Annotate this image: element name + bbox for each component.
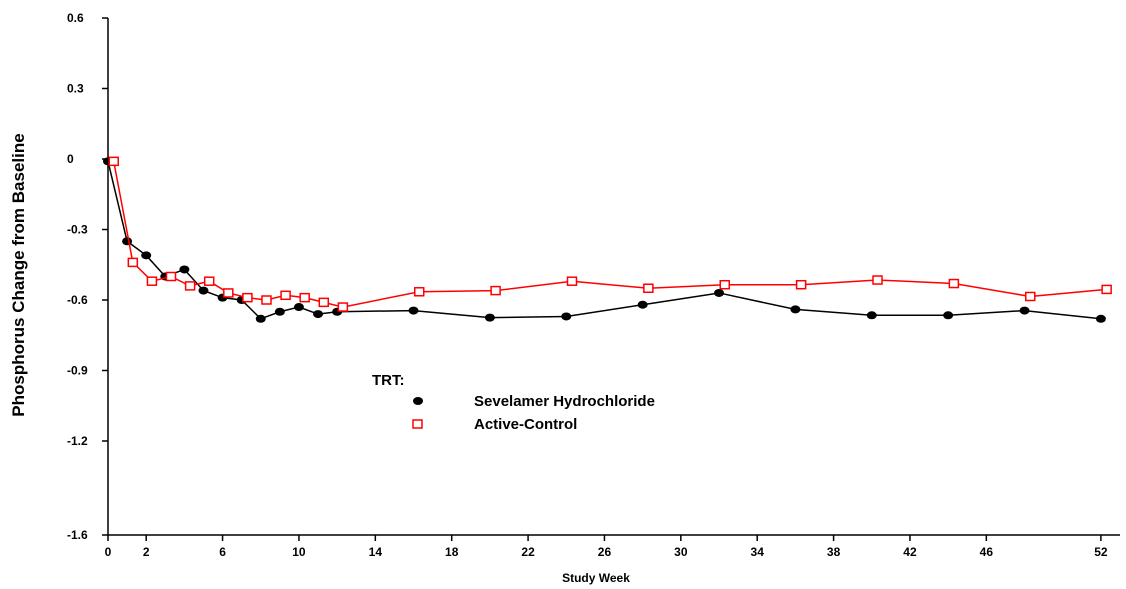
data-point [866,311,877,320]
x-tick-label: 14 [369,545,383,559]
data-point [795,279,807,290]
y-tick-label: 0.3 [67,82,84,96]
data-point [943,311,954,320]
x-tick-label: 2 [143,545,150,559]
data-point [198,286,209,295]
data-point [337,302,349,312]
series-line [107,161,1101,320]
data-point [318,297,330,308]
data-point [203,276,215,286]
data-point [184,281,196,291]
y-axis-ticks: 0.6 0.3 0 -0.3 -0.6 -0.9 -1.2 -1.6 [67,11,108,542]
y-tick-label: -1.2 [67,434,88,448]
data-point [1025,291,1036,302]
y-tick-label: 0 [67,152,74,166]
x-tick-label: 52 [1094,545,1108,559]
series-active-control [108,156,1112,312]
data-point [255,314,266,323]
data-point [714,288,725,297]
legend-label-active-control: Active-Control [474,416,577,433]
data-point [719,279,730,290]
x-axis-ticks: 0 2 6 10 14 18 22 26 30 34 38 42 46 52 [105,535,1108,559]
series-layer [103,156,1112,323]
data-point [484,313,495,322]
x-tick-label: 22 [521,545,535,559]
x-tick-label: 38 [827,545,841,559]
y-tick-label: -0.9 [67,364,88,378]
x-tick-label: 18 [445,545,459,559]
legend-label-sevelamer: Sevelamer Hydrochloride [474,393,655,410]
data-point [561,312,572,321]
data-point [1095,314,1106,323]
data-point [146,276,158,286]
data-point [122,237,133,246]
data-point [790,305,801,314]
data-point [313,310,324,319]
data-point [261,295,272,305]
x-tick-label: 46 [980,545,994,559]
data-point [490,285,501,296]
x-tick-label: 6 [219,545,226,559]
y-axis-title: Phosphorus Change from Baseline [9,133,28,416]
y-tick-label: -0.6 [67,293,88,307]
legend: TRT: Sevelamer Hydrochloride Active-Cont… [372,372,655,433]
data-point [948,278,960,289]
data-point [165,271,177,282]
x-tick-label: 10 [292,545,306,559]
data-point [293,303,304,312]
data-point [299,292,310,303]
legend-marker-active-control [412,419,423,429]
data-point [643,283,654,293]
data-point [280,290,291,301]
y-tick-label: -1.6 [67,528,88,542]
data-point [179,265,190,274]
x-tick-label: 42 [903,545,917,559]
x-tick-label: 34 [751,545,765,559]
legend-title: TRT: [372,372,405,389]
data-point [1101,284,1112,295]
y-tick-label: -0.3 [67,223,88,237]
x-tick-label: 30 [674,545,688,559]
x-tick-label: 26 [598,545,612,559]
x-tick-label: 0 [105,545,112,559]
axes [107,18,1120,536]
x-axis-title: Study Week [562,571,630,585]
legend-marker-sevelamer [413,397,423,405]
data-point [127,257,139,268]
data-point [408,306,419,315]
data-point [637,300,648,309]
series-sevelamer-hydrochloride [103,157,1106,323]
data-point [1019,306,1030,315]
data-point [242,292,253,303]
data-point [274,307,285,316]
data-point [108,156,119,167]
data-point [872,275,883,285]
y-tick-label: 0.6 [67,11,84,25]
data-point [566,276,578,286]
data-point [223,288,234,298]
data-point [413,287,425,297]
data-point [141,251,152,260]
